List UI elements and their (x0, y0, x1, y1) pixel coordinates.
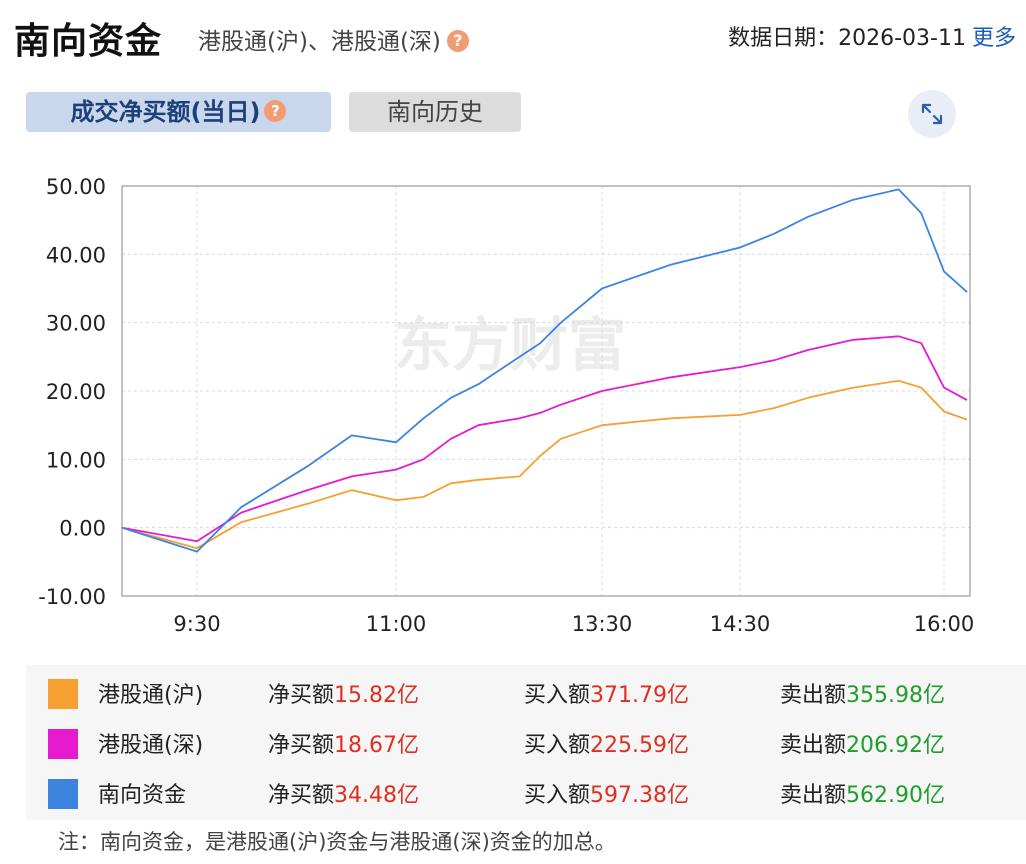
sell-label: 卖出额 (780, 783, 847, 808)
sell-value: 562.90亿 (846, 783, 945, 808)
page-title: 南向资金 (14, 21, 163, 62)
data-date: 数据日期：2026-03-11 更多 (728, 20, 1016, 52)
header: 南向资金 港股通(沪)、港股通(深)? 数据日期：2026-03-11 更多 (0, 0, 1026, 70)
y-tick-label: 50.00 (46, 175, 106, 199)
legend-row-hk-sh: 港股通(沪) 净买额15.82亿 买入额371.79亿 卖出额355.98亿 (26, 667, 1026, 717)
x-tick-label: 13:30 (572, 612, 633, 636)
series-line (121, 335, 968, 543)
sell-label: 卖出额 (780, 733, 847, 758)
net-buy-value: 18.67亿 (334, 733, 419, 758)
series-line (121, 188, 968, 553)
net-buy-label: 净买额 (268, 783, 335, 808)
legend-swatch (48, 729, 78, 759)
more-link[interactable]: 更多 (971, 26, 1016, 51)
help-icon[interactable]: ? (264, 100, 287, 122)
expand-arrows-icon (921, 103, 943, 125)
watermark: 东方财富 (394, 311, 626, 379)
legend-row-southbound: 南向资金 净买额34.48亿 买入额597.38亿 卖出额562.90亿 (26, 767, 1026, 817)
net-buy-label: 净买额 (268, 683, 335, 708)
sell-label: 卖出额 (780, 683, 847, 708)
tab-southbound-history[interactable]: 南向历史 (349, 92, 521, 132)
x-tick-label: 11:00 (366, 612, 427, 636)
page-subtitle: 港股通(沪)、港股通(深)? (198, 22, 469, 56)
chart: 东方财富 50.00 40.00 30.00 20.00 10.00 0.00 -10.00 9… (38, 175, 975, 636)
sell-amount: 卖出额206.92亿 (780, 727, 945, 759)
x-tick-label: 16:00 (914, 612, 975, 636)
series-line (121, 379, 968, 550)
tab-net-buy-label: 成交净买额(当日) (70, 98, 261, 126)
buy-label: 买入额 (524, 783, 591, 808)
help-icon[interactable]: ? (446, 29, 469, 52)
date-label: 数据日期：2026-03-11 (728, 26, 966, 51)
net-buy-value: 34.48亿 (334, 783, 419, 808)
y-tick-label: -10.00 (38, 585, 106, 609)
x-tick-label: 9:30 (173, 612, 220, 636)
footnote: 注：南向资金，是港股通(沪)资金与港股通(深)资金的加总。 (58, 830, 616, 854)
y-tick-label: 40.00 (46, 243, 106, 267)
buy-value: 225.59亿 (590, 733, 689, 758)
net-buy: 净买额18.67亿 (268, 727, 419, 759)
buy-amount: 买入额371.79亿 (524, 677, 689, 709)
plot-frame (121, 185, 971, 597)
buy-amount: 买入额597.38亿 (524, 777, 689, 809)
sell-amount: 卖出额562.90亿 (780, 777, 945, 809)
sell-amount: 卖出额355.98亿 (780, 677, 945, 709)
legend-row-hk-sz: 港股通(深) 净买额18.67亿 买入额225.59亿 卖出额206.92亿 (26, 717, 1026, 767)
buy-label: 买入额 (524, 733, 591, 758)
tab-net-buy-today[interactable]: 成交净买额(当日)? (26, 92, 331, 132)
buy-label: 买入额 (524, 683, 591, 708)
sell-value: 355.98亿 (846, 683, 945, 708)
y-tick-label: 20.00 (46, 380, 106, 404)
legend-table: 港股通(沪) 净买额15.82亿 买入额371.79亿 卖出额355.98亿 港… (26, 665, 1026, 820)
y-tick-label: 10.00 (46, 448, 106, 472)
net-buy: 净买额15.82亿 (268, 677, 419, 709)
tab-bar: 成交净买额(当日)? 南向历史 (0, 90, 1026, 138)
net-buy-label: 净买额 (268, 733, 335, 758)
subtitle-text: 港股通(沪)、港股通(深) (198, 29, 441, 55)
y-tick-label: 30.00 (46, 312, 106, 336)
sell-value: 206.92亿 (846, 733, 945, 758)
buy-value: 597.38亿 (590, 783, 689, 808)
series-name: 港股通(沪) (98, 683, 204, 708)
legend-swatch (48, 679, 78, 709)
net-buy: 净买额34.48亿 (268, 777, 419, 809)
x-tick-label: 14:30 (710, 612, 771, 636)
buy-value: 371.79亿 (590, 683, 689, 708)
legend-swatch (48, 779, 78, 809)
expand-button[interactable] (908, 90, 956, 138)
net-buy-value: 15.82亿 (334, 683, 419, 708)
series-name: 南向资金 (98, 783, 187, 808)
buy-amount: 买入额225.59亿 (524, 727, 689, 759)
y-tick-label: 0.00 (59, 517, 106, 541)
series-name: 港股通(深) (98, 733, 204, 758)
